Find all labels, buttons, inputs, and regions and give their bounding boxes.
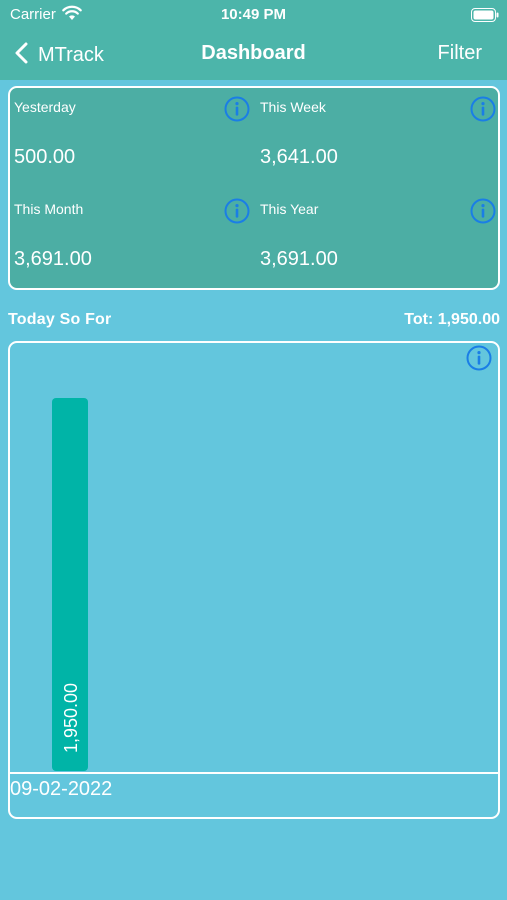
bar-chart: 1,950.00 09-02-2022 [10,398,498,800]
summary-this-year: This Year 3,691.00 [256,190,502,292]
today-total: Tot: 1,950.00 [404,311,500,328]
bar-value-label: 1,950.00 [61,683,81,753]
info-icon[interactable] [470,198,496,229]
chart-card: 1,950.00 09-02-2022 [8,341,500,819]
wifi-icon [62,5,82,26]
clock: 10:49 PM [220,6,287,23]
carrier-label: Carrier [10,6,56,23]
battery-icon [471,8,499,27]
chart-bar[interactable] [52,398,88,771]
info-icon[interactable] [224,96,250,127]
info-icon[interactable] [224,198,250,229]
navigation-bar: MTrack Dashboard Filter [0,30,507,80]
summary-card: Yesterday 500.00 This Week 3,641.00 This… [8,86,500,290]
summary-this-week: This Week 3,641.00 [256,88,502,190]
summary-value: 3,691.00 [14,248,92,270]
x-tick-label: 09-02-2022 [10,778,112,800]
summary-value: 3,691.00 [260,248,338,270]
back-button-label: MTrack [38,43,104,66]
summary-value: 3,641.00 [260,146,338,168]
page-title: Dashboard [201,42,306,64]
info-icon[interactable] [470,96,496,127]
chevron-left-icon [14,42,28,69]
summary-label: This Week [260,99,326,115]
filter-button[interactable]: Filter [437,42,482,64]
info-icon[interactable] [466,345,492,376]
back-button[interactable]: MTrack [14,39,104,71]
summary-label: This Month [14,201,84,217]
today-label: Today So For [8,311,112,328]
summary-label: This Year [260,201,319,217]
status-bar: Carrier 10:49 PM [0,0,507,30]
summary-label: Yesterday [14,99,76,115]
summary-this-month: This Month 3,691.00 [10,190,256,292]
summary-value: 500.00 [14,146,76,168]
summary-yesterday: Yesterday 500.00 [10,88,256,190]
